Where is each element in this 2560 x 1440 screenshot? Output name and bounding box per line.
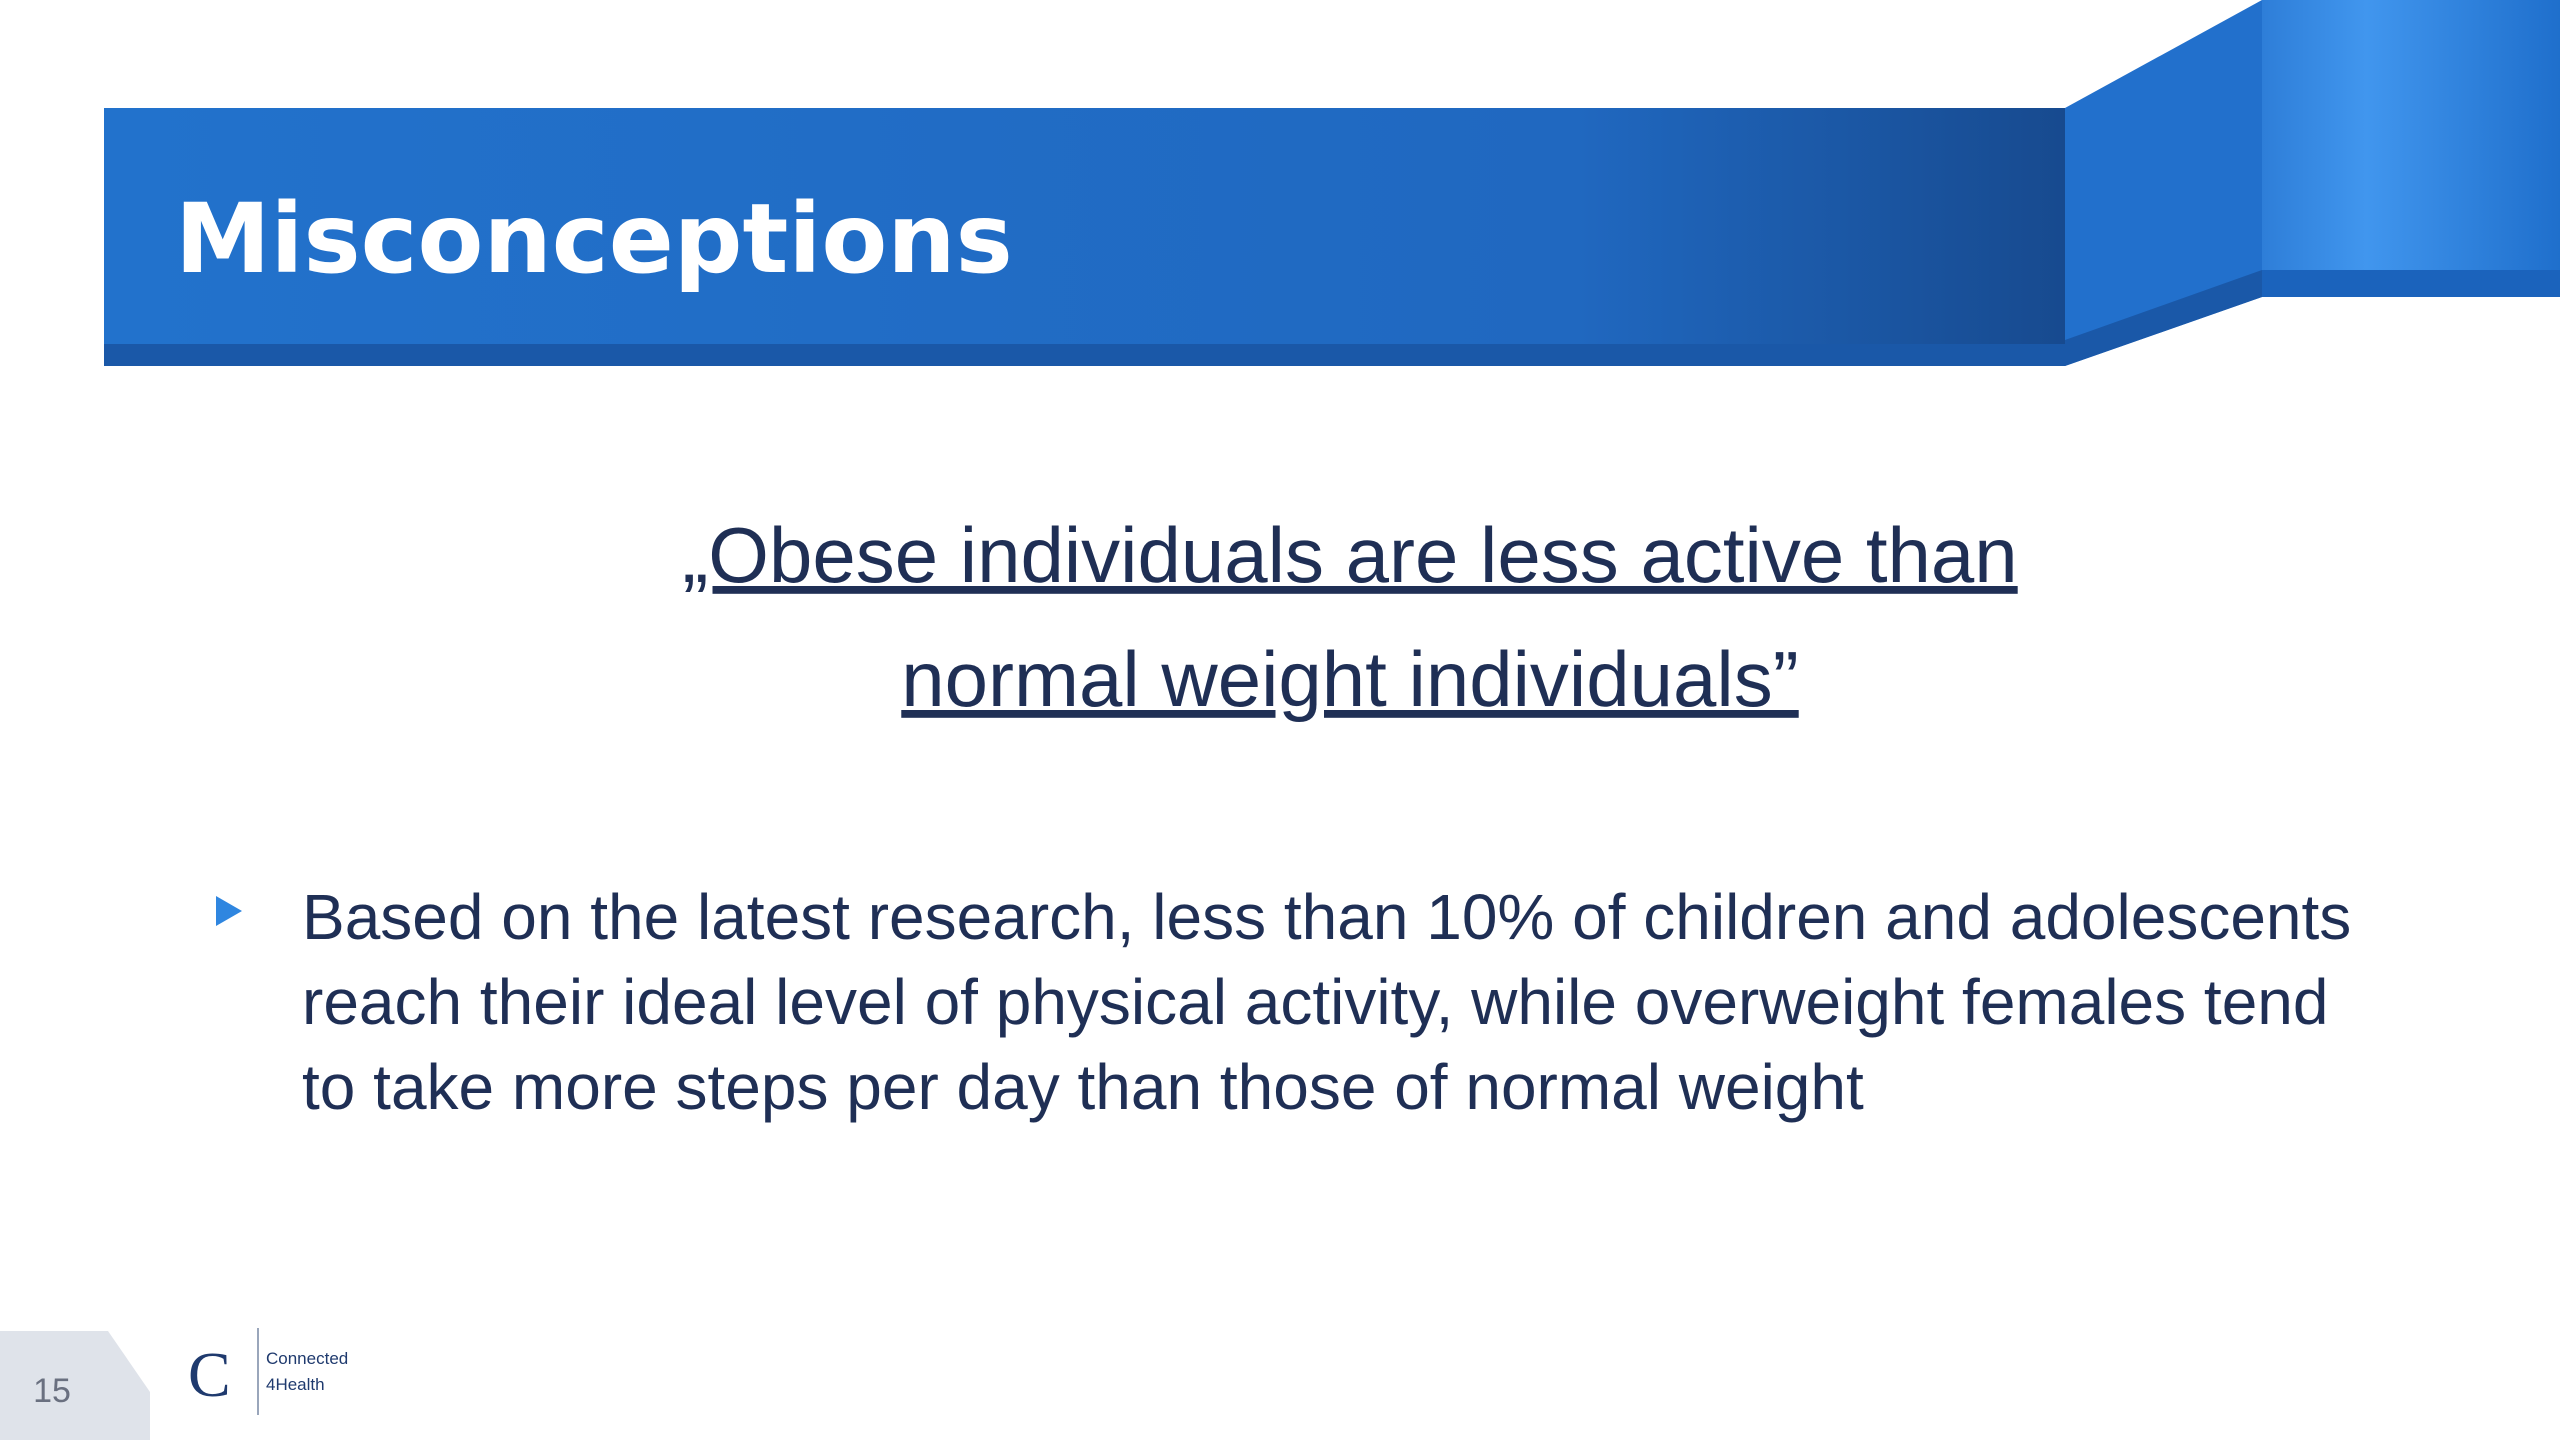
page-number-tab <box>0 1331 150 1440</box>
header-fold-edge <box>2065 270 2262 366</box>
page-number: 15 <box>33 1372 71 1410</box>
header-corner-edge <box>2262 270 2560 297</box>
quote-line: „Obese individuals are less active than <box>682 511 2017 599</box>
logo-text: Connected <box>266 1349 348 1368</box>
logo-text: 4Health <box>266 1375 325 1394</box>
header-corner <box>2262 0 2560 297</box>
header-banner-edge <box>104 344 2065 366</box>
slide-title: Misconceptions <box>175 183 1013 295</box>
header-fold <box>2065 0 2262 366</box>
bullet-line: reach their ideal level of physical acti… <box>302 966 2328 1038</box>
bullet-line: Based on the latest research, less than … <box>302 881 2351 953</box>
bullet-marker <box>216 896 242 926</box>
bullet-line: to take more steps per day than those of… <box>302 1051 1864 1123</box>
logo-mark: C <box>188 1339 231 1410</box>
quote-line: normal weight individuals” <box>901 635 1798 723</box>
header-banner <box>104 108 2065 366</box>
